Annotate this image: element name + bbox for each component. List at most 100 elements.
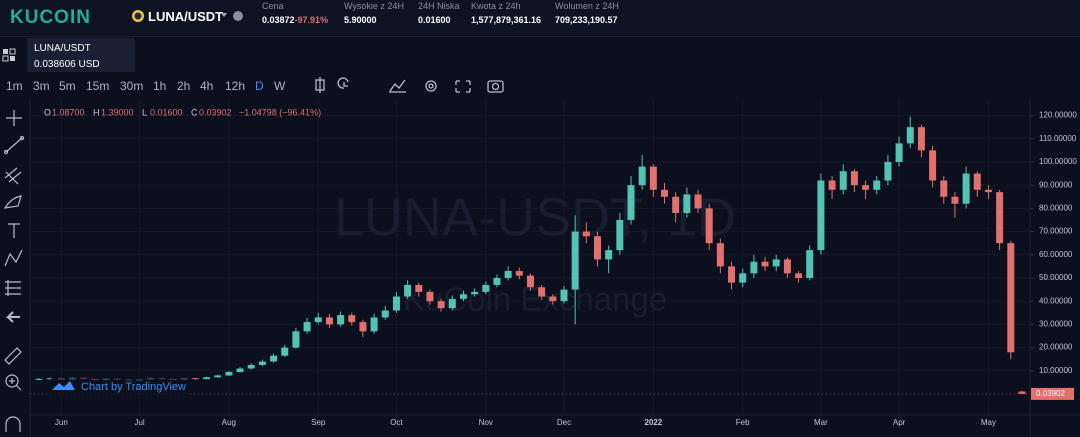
- ohlc-key: L: [142, 107, 147, 117]
- candle-body: [594, 236, 601, 260]
- pair-icons: [221, 11, 243, 21]
- stat-value: 5.90000: [344, 15, 377, 25]
- candle-body: [806, 250, 814, 278]
- candle-body: [526, 275, 534, 288]
- candle-body: [426, 291, 434, 302]
- credit[interactable]: Chart by TradingView: [81, 381, 186, 393]
- candle-body: [705, 208, 713, 244]
- symbol-name: LUNA/USDT: [34, 43, 91, 54]
- interval-button[interactable]: W: [274, 79, 286, 93]
- tradingview-logo: [52, 381, 75, 390]
- candle-body: [415, 284, 423, 292]
- interval-button[interactable]: 2h: [177, 79, 191, 93]
- y-tick-label: 110.00000: [1039, 134, 1077, 143]
- interval-button[interactable]: 3m: [33, 79, 50, 93]
- candle-body: [303, 322, 311, 332]
- symbol-box[interactable]: LUNA/USDT 0.038606 USD: [27, 38, 135, 72]
- last-price-box: [1031, 387, 1074, 400]
- stat: Wolumen z 24H 709,233,190.57: [555, 1, 619, 25]
- toolbar-icons: [315, 77, 504, 93]
- coin-icon: [132, 10, 144, 22]
- x-tick-label: Dec: [557, 418, 571, 427]
- candle-body: [359, 322, 367, 332]
- candle-body: [973, 173, 981, 190]
- candle-body: [739, 273, 747, 283]
- interval-button[interactable]: 12h: [225, 79, 246, 93]
- candle-body: [817, 180, 825, 251]
- y-tick-label: 120.00000: [1039, 111, 1077, 120]
- interval-button[interactable]: 4h: [200, 79, 214, 93]
- symbol-price: 0.038606 USD: [34, 59, 100, 70]
- interval-button[interactable]: D: [255, 79, 264, 93]
- candle-body: [448, 298, 456, 309]
- stat: Kwota z 24h 1,577,879,361.16: [471, 1, 541, 25]
- candle-body: [772, 259, 780, 267]
- interval-button[interactable]: 5m: [59, 79, 76, 93]
- candle-body: [236, 368, 244, 372]
- ohlc-key: C: [191, 107, 198, 117]
- candle-body: [895, 143, 903, 162]
- candle-body: [582, 231, 590, 237]
- candle-body: [783, 259, 791, 274]
- interval-button[interactable]: 30m: [120, 79, 144, 93]
- x-tick-label: Sep: [311, 418, 326, 427]
- candle-body: [515, 271, 523, 276]
- stat-label: Wolumen z 24H: [555, 1, 619, 11]
- candle-body: [203, 377, 211, 380]
- stat-value: 0.01600: [418, 15, 451, 25]
- candle-body: [292, 331, 300, 348]
- layout-icon[interactable]: [2, 48, 16, 62]
- x-tick-label: Aug: [222, 418, 236, 427]
- pair-selector[interactable]: LUNA/USDT: [148, 9, 224, 24]
- stat-label: Cena: [262, 1, 284, 11]
- candle-body: [392, 296, 400, 311]
- candle-body: [214, 375, 222, 378]
- ohlc-value: 0.03902: [199, 107, 232, 117]
- watermark-sub: KuCoin Exchange: [403, 281, 667, 318]
- y-tick-label: 40.00000: [1039, 296, 1073, 305]
- candle-body: [728, 266, 736, 283]
- y-tick-label: 60.00000: [1039, 250, 1073, 259]
- candle-body: [404, 284, 412, 297]
- x-tick-label: Oct: [390, 418, 403, 427]
- x-tick-label: May: [981, 418, 996, 427]
- candle-body: [906, 127, 914, 144]
- stat-label: Wysokie z 24H: [344, 1, 404, 11]
- stat-value: 0.03872: [262, 15, 295, 25]
- x-tick-label: Feb: [736, 418, 750, 427]
- candle-body: [761, 261, 769, 267]
- candle-body: [616, 219, 624, 251]
- candle-body: [940, 180, 948, 197]
- candle-body: [795, 273, 803, 278]
- candle-body: [35, 378, 43, 380]
- candle-body: [996, 192, 1004, 244]
- interval-button[interactable]: 15m: [86, 79, 110, 93]
- stat: Wysokie z 24H 5.90000: [344, 1, 404, 25]
- interval-button[interactable]: 1m: [6, 79, 23, 93]
- candle-body: [337, 315, 345, 325]
- ohlc-value: 0.01600: [150, 107, 183, 117]
- candle-body: [605, 250, 613, 260]
- x-tick-label: Mar: [814, 418, 828, 427]
- candle-body: [828, 180, 836, 190]
- ohlc-change: −1.04798 (−96.41%): [239, 107, 321, 117]
- candle-body: [1018, 391, 1026, 394]
- stat: 24H Niska 0.01600: [418, 1, 460, 25]
- stat-change: -97.91%: [294, 15, 329, 25]
- candle-body: [493, 277, 501, 285]
- stat-value: 1,577,879,361.16: [471, 15, 542, 25]
- candle-body: [571, 231, 579, 290]
- y-tick-label: 80.00000: [1039, 203, 1073, 212]
- candle-body: [716, 243, 724, 267]
- candle-body: [962, 173, 970, 204]
- logo[interactable]: KUCOIN: [10, 7, 91, 28]
- candle-body: [862, 185, 870, 190]
- ohlc-value: 1.08700: [52, 107, 85, 117]
- drawing-tools[interactable]: [3, 110, 25, 432]
- interval-button[interactable]: 1h: [153, 79, 167, 93]
- candle-body: [46, 378, 54, 380]
- candle-body: [1007, 243, 1015, 353]
- ohlc-key: O: [44, 107, 51, 117]
- candle-body: [649, 166, 657, 190]
